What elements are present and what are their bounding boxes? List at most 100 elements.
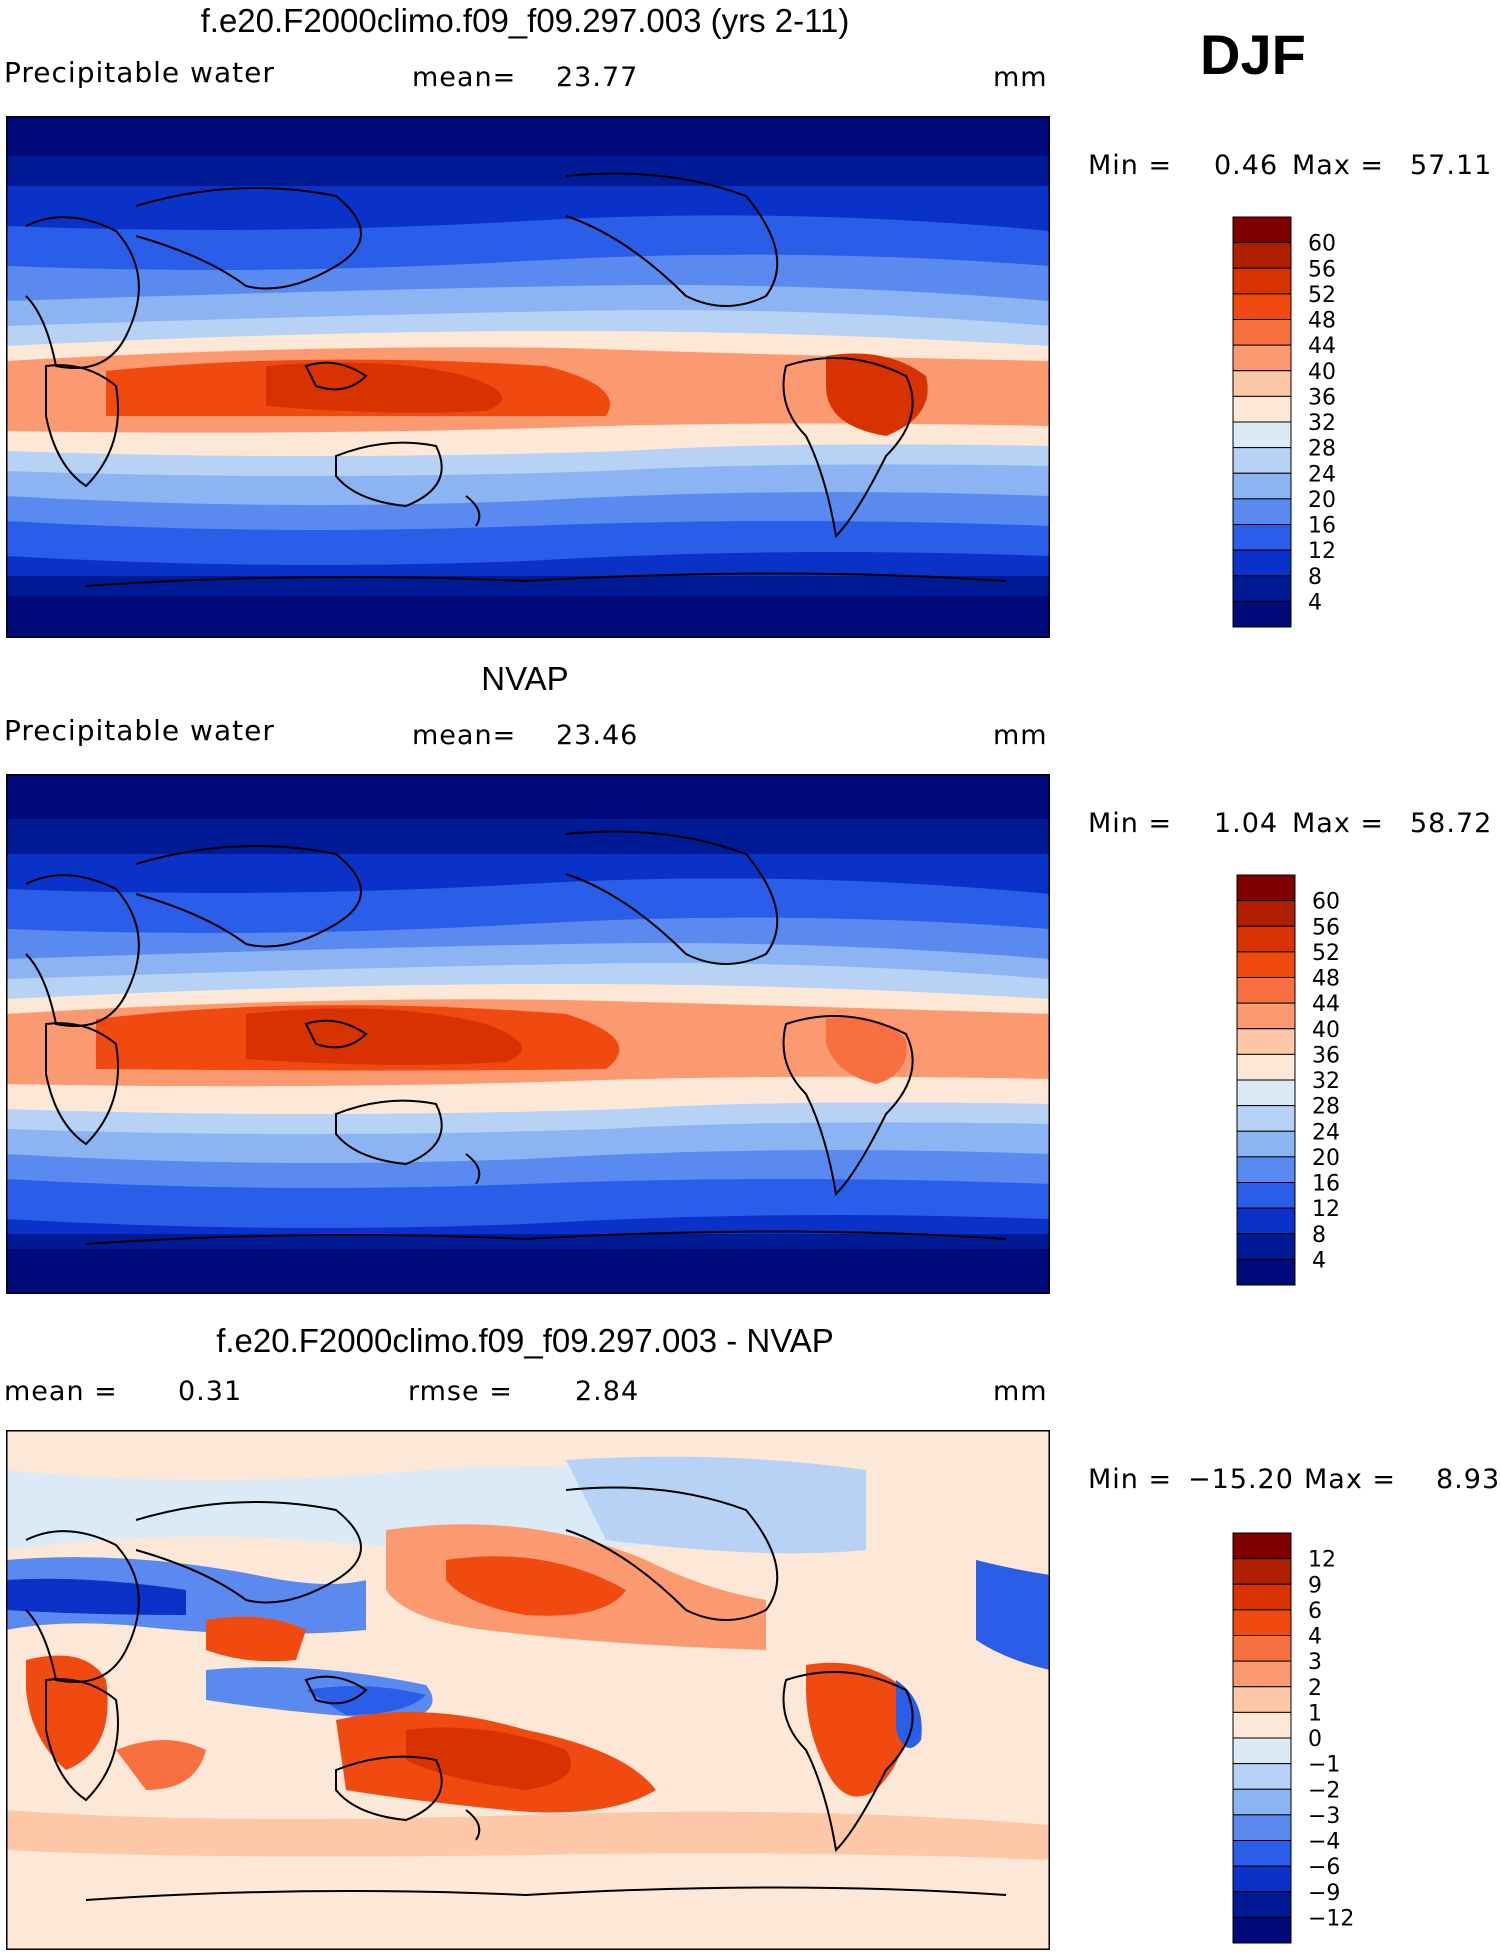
colorbar-tick-label: 24 [1308, 462, 1336, 487]
colorbar-tick-label: 40 [1312, 1018, 1340, 1043]
panel-3-max-value: 8.93 [1436, 1464, 1500, 1495]
panel-3-map [6, 1430, 1050, 1950]
colorbar-tick-label: 36 [1308, 385, 1336, 410]
colorbar-tick-label: 4 [1312, 1248, 1326, 1273]
colorbar-tick-label: −3 [1308, 1804, 1340, 1829]
colorbar-tick-label: −2 [1308, 1778, 1340, 1803]
colorbar-swatch [1232, 549, 1292, 577]
panel-1-min-value: 0.46 [1214, 150, 1279, 181]
colorbar-tick-label: 24 [1312, 1120, 1340, 1145]
panel-3-max-label: Max = [1304, 1464, 1397, 1495]
colorbar-tick-label: 48 [1308, 309, 1336, 334]
colorbar-tick-label: 56 [1308, 257, 1336, 282]
colorbar-swatch [1236, 1156, 1296, 1183]
colorbar-swatch [1232, 1840, 1292, 1867]
colorbar-tick-label: 12 [1312, 1197, 1340, 1222]
colorbar-tick-label: 52 [1308, 283, 1336, 308]
panel-2-min-value: 1.04 [1214, 808, 1279, 839]
colorbar-swatch [1232, 293, 1292, 320]
colorbar-tick-label: 12 [1308, 539, 1336, 564]
colorbar-tick-label: 1 [1308, 1701, 1322, 1726]
colorbar-tick-label: 32 [1312, 1069, 1340, 1094]
colorbar-swatch [1236, 1105, 1296, 1132]
panel-1-min-label: Min = [1088, 150, 1173, 181]
panel-1-max-label: Max = [1292, 150, 1385, 181]
colorbar-tick-label: 52 [1312, 941, 1340, 966]
colorbar-swatch [1232, 472, 1292, 500]
colorbar-swatch [1232, 319, 1292, 346]
colorbar-tick-label: 4 [1308, 590, 1322, 615]
colorbar-tick-label: 3 [1308, 1650, 1322, 1675]
colorbar-swatch [1232, 1891, 1292, 1918]
colorbar-tick-label: 28 [1312, 1095, 1340, 1120]
colorbar-tick-label: 44 [1308, 334, 1336, 359]
colorbar-tick-label: 48 [1312, 967, 1340, 992]
colorbar-swatch [1232, 344, 1292, 372]
panel-2-mean-label: mean= [412, 720, 517, 751]
colorbar-swatch [1236, 1258, 1296, 1286]
colorbar-swatch [1232, 1558, 1292, 1585]
colorbar-swatch [1232, 370, 1292, 397]
colorbar-swatch [1232, 1763, 1292, 1790]
colorbar-swatch [1232, 242, 1292, 269]
colorbar-tick-label: 56 [1312, 915, 1340, 940]
colorbar-swatch [1236, 951, 1296, 978]
colorbar-tick-label: 40 [1308, 360, 1336, 385]
panel-1-max-value: 57.11 [1410, 150, 1493, 181]
colorbar-swatch [1232, 1711, 1292, 1739]
colorbar-tick-label: 20 [1312, 1146, 1340, 1171]
panel-2-max-value: 58.72 [1410, 808, 1493, 839]
colorbar-tick-label: 2 [1308, 1676, 1322, 1701]
colorbar-swatch [1232, 498, 1292, 525]
colorbar-tick-label: 6 [1308, 1599, 1322, 1624]
panel-3-mean-value: 0.31 [178, 1376, 243, 1407]
colorbar-swatch [1236, 1079, 1296, 1107]
panel-3-min-label: Min = [1088, 1464, 1173, 1495]
colorbar-tick-label: 28 [1308, 437, 1336, 462]
panel-3-min-value: −15.20 [1188, 1464, 1294, 1495]
colorbar-swatch [1236, 874, 1296, 902]
colorbar-swatch [1236, 1028, 1296, 1055]
colorbar-tick-label: 4 [1308, 1625, 1322, 1650]
season-label: DJF [1200, 23, 1306, 86]
colorbar-swatch [1236, 1053, 1296, 1081]
colorbar-tick-label: 44 [1312, 992, 1340, 1017]
colorbar-swatch [1232, 1532, 1292, 1560]
panel-3-units: mm [993, 1376, 1048, 1407]
colorbar-swatch [1236, 1130, 1296, 1158]
panel-2-map [6, 774, 1050, 1294]
colorbar-tick-label: 9 [1308, 1573, 1322, 1598]
colorbar-swatch [1236, 1002, 1296, 1030]
colorbar-swatch [1232, 1916, 1292, 1944]
colorbar-swatch [1236, 1182, 1296, 1209]
panel-2-mean-value: 23.46 [556, 720, 639, 751]
colorbar-tick-label: 20 [1308, 488, 1336, 513]
colorbar-tick-label: 36 [1312, 1043, 1340, 1068]
colorbar-swatch [1236, 900, 1296, 927]
colorbar-swatch [1232, 1814, 1292, 1841]
colorbar-swatch [1236, 1207, 1296, 1235]
panel-2-min-label: Min = [1088, 808, 1173, 839]
colorbar-tick-label: 60 [1312, 890, 1340, 915]
colorbar-swatch [1236, 977, 1296, 1004]
colorbar-tick-label: −6 [1308, 1855, 1340, 1880]
colorbar-tick-label: −1 [1308, 1753, 1340, 1778]
colorbar-tick-label: 60 [1308, 232, 1336, 257]
colorbar-swatch [1232, 1788, 1292, 1816]
colorbar-swatch [1232, 1660, 1292, 1688]
panel-1-variable-label: Precipitable water [4, 56, 275, 89]
colorbar-swatch [1236, 1233, 1296, 1260]
panel-2-max-label: Max = [1292, 808, 1385, 839]
colorbar-swatch [1232, 1609, 1292, 1636]
panel-3-rmse-label: rmse = [408, 1376, 513, 1407]
colorbar-tick-label: −9 [1308, 1881, 1340, 1906]
colorbar-swatch [1232, 1865, 1292, 1893]
colorbar-swatch [1232, 1686, 1292, 1713]
colorbar-swatch [1232, 1635, 1292, 1662]
colorbar-swatch [1232, 1737, 1292, 1765]
colorbar-tick-label: 8 [1308, 565, 1322, 590]
colorbar-tick-label: 32 [1308, 411, 1336, 436]
